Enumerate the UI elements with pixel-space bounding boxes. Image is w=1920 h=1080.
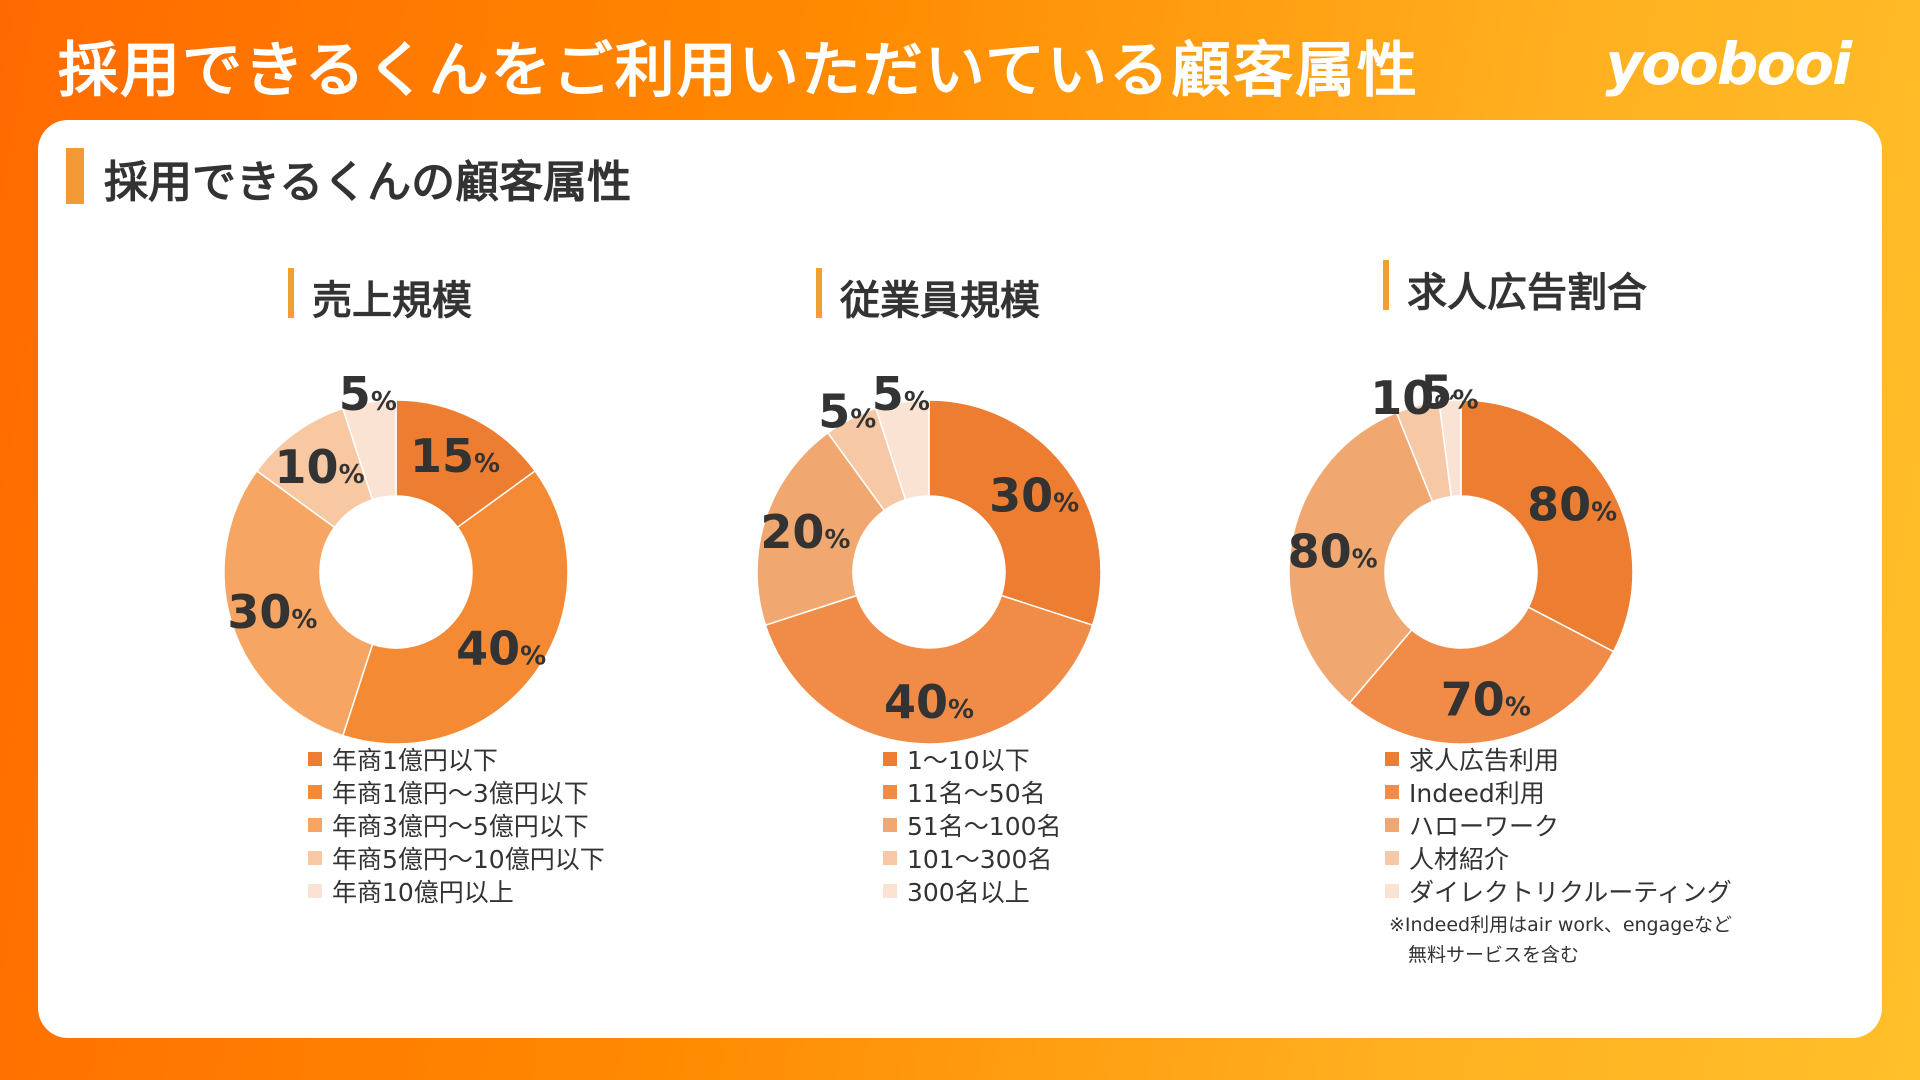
legend-label: 求人広告利用 bbox=[1409, 745, 1560, 775]
slice-label: 5% bbox=[339, 367, 397, 421]
legend-label: 年商3億円～5億円以下 bbox=[332, 811, 589, 841]
legend-item: 年商10億円以上 bbox=[308, 874, 605, 907]
slide-title: 採用できるくんをご利用いただいている顧客属性 bbox=[58, 36, 1419, 106]
legend-swatch bbox=[1385, 817, 1399, 832]
slice-label: 5% bbox=[1420, 365, 1478, 419]
donut-chart: 15% 40% 30% 10% 5% bbox=[223, 367, 569, 745]
legend-swatch bbox=[308, 751, 322, 766]
chart-sales-scale: 売上規模 15% 40% 30% 10% 5% 年商1億円以下 年商1億円～3億円以下 年商… bbox=[223, 120, 798, 1038]
legend-label: ダイレクトリクルーティング bbox=[1409, 877, 1732, 907]
slice-label: 30% bbox=[227, 585, 317, 639]
donut-slice bbox=[1460, 399, 1634, 653]
slice-label: 5% bbox=[818, 385, 876, 439]
legend-label: 101～300名 bbox=[907, 844, 1053, 874]
legend-label: 11名～50名 bbox=[907, 778, 1046, 808]
legend-label: 年商5億円～10億円以下 bbox=[332, 844, 605, 874]
legend-item: ハローワーク bbox=[1385, 808, 1732, 841]
slice-label: 40% bbox=[884, 675, 974, 729]
donut-slice bbox=[1348, 606, 1615, 745]
legend-item: 人材紹介 bbox=[1385, 841, 1732, 874]
slice-label: 5% bbox=[872, 367, 930, 421]
legend-swatch bbox=[883, 850, 897, 865]
slice-label: 20% bbox=[760, 505, 850, 559]
legend-label: 51名～100名 bbox=[907, 811, 1062, 841]
chart-title: 従業員規模 bbox=[816, 268, 1040, 324]
slice-label: 80% bbox=[1527, 478, 1617, 532]
donut-slice bbox=[756, 431, 886, 627]
chart-legend: 年商1億円以下 年商1億円～3億円以下 年商3億円～5億円以下 年商5億円～10億円以… bbox=[308, 742, 605, 907]
donut-slice bbox=[764, 594, 1094, 745]
section-accent-bar bbox=[66, 148, 84, 204]
legend-item: 51名～100名 bbox=[883, 808, 1062, 841]
slice-label: 70% bbox=[1441, 673, 1531, 727]
donut-slice bbox=[341, 469, 569, 745]
legend-item: 11名～50名 bbox=[883, 775, 1062, 808]
legend-item: 300名以上 bbox=[883, 874, 1062, 907]
legend-item: 年商3億円～5億円以下 bbox=[308, 808, 605, 841]
legend-label: ハローワーク bbox=[1409, 811, 1560, 841]
slice-label: 30% bbox=[989, 469, 1079, 523]
legend-item: 年商1億円～3億円以下 bbox=[308, 775, 605, 808]
company-logo: yoobooi bbox=[1605, 30, 1852, 98]
legend-item: 求人広告利用 bbox=[1385, 742, 1732, 775]
legend-label: Indeed利用 bbox=[1409, 778, 1545, 808]
donut-slice bbox=[1438, 399, 1462, 498]
legend-swatch bbox=[883, 883, 897, 898]
donut-chart: 30% 40% 20% 5%5% bbox=[756, 367, 1102, 745]
legend-swatch bbox=[1385, 784, 1399, 799]
chart-title: 売上規模 bbox=[288, 268, 472, 324]
chart-legend: 求人広告利用 Indeed利用 ハローワーク 人材紹介 ダイレクトリクルーティング bbox=[1385, 742, 1732, 907]
legend-swatch bbox=[1385, 751, 1399, 766]
chart-title: 求人広告割合 bbox=[1383, 260, 1647, 316]
chart-job-ad-ratio: 求人広告割合 80%70%80%10%5% 求人広告利用Indeed利用ハローワ… bbox=[1288, 120, 1863, 1038]
legend-swatch bbox=[308, 784, 322, 799]
legend-swatch bbox=[883, 817, 897, 832]
slice-label: 40% bbox=[456, 621, 546, 675]
legend-item: ダイレクトリクルーティング bbox=[1385, 874, 1732, 907]
legend-label: 年商1億円以下 bbox=[332, 745, 498, 775]
legend-item: 年商5億円～10億円以下 bbox=[308, 841, 605, 874]
legend-label: 年商1億円～3億円以下 bbox=[332, 778, 589, 808]
slice-label: 15% bbox=[410, 429, 500, 483]
donut-slice bbox=[223, 469, 374, 737]
legend-swatch bbox=[308, 883, 322, 898]
legend-swatch bbox=[883, 784, 897, 799]
chart-employee-scale: 従業員規模 30% 40% 20% 5% 5% 1～10以下 11名～50名 51名～100… bbox=[756, 120, 1331, 1038]
section-title: 採用できるくんの顧客属性 bbox=[104, 157, 632, 208]
slice-label: 80% bbox=[1288, 524, 1378, 578]
legend-label: 300名以上 bbox=[907, 877, 1030, 907]
legend-item: 101～300名 bbox=[883, 841, 1062, 874]
legend-label: 人材紹介 bbox=[1409, 844, 1510, 874]
legend-label: 1～10以下 bbox=[907, 745, 1030, 775]
donut-slice bbox=[928, 399, 1102, 627]
content-panel: 採用できるくんの顧客属性 売上規模 15% 40% 30% 10% 5% 年商1億円以下… bbox=[38, 120, 1882, 1038]
legend-swatch bbox=[308, 817, 322, 832]
donut-slice bbox=[341, 399, 397, 501]
donut-slice bbox=[1288, 411, 1434, 705]
legend-item: Indeed利用 bbox=[1385, 775, 1732, 808]
slice-label: 10% bbox=[275, 440, 365, 494]
donut-slice bbox=[874, 399, 930, 501]
legend-swatch bbox=[883, 751, 897, 766]
chart-footnote: ※Indeed利用はair work、engageなど 無料サービスを含む bbox=[1389, 914, 1733, 966]
chart-legend: 1～10以下 11名～50名 51名～100名 101～300名 300名以上 bbox=[883, 742, 1062, 907]
legend-swatch bbox=[1385, 850, 1399, 865]
legend-swatch bbox=[1385, 883, 1399, 898]
legend-swatch bbox=[308, 850, 322, 865]
legend-label: 年商10億円以上 bbox=[332, 877, 514, 907]
donut-chart: 80%70%80%10%5% bbox=[1288, 365, 1634, 745]
legend-item: 年商1億円以下 bbox=[308, 742, 605, 775]
legend-item: 1～10以下 bbox=[883, 742, 1062, 775]
